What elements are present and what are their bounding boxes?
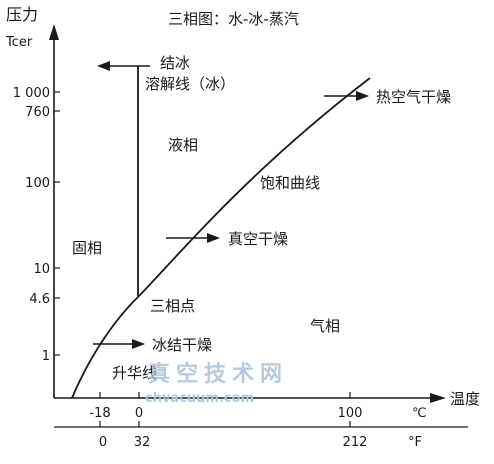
x-axis-label: 温度 (450, 390, 480, 408)
y-tick-label: 760 (25, 105, 50, 120)
x-axis-arrow-icon (430, 393, 446, 403)
sublimation-curve (71, 295, 140, 399)
x-unit-celsius: ℃ (412, 406, 427, 421)
watermark-url: chvacuum.com (145, 391, 254, 406)
triple-point-label: 三相点 (150, 297, 195, 315)
x-tick-label-celsius: -18 (89, 406, 110, 421)
right-arrow-icon (132, 339, 145, 349)
saturation-curve (138, 77, 371, 297)
phase-curves (71, 66, 371, 399)
hot-air-drying-label: 热空气干燥 (376, 88, 451, 106)
x-tick-label-fahrenheit: 0 (99, 435, 107, 450)
watermark-cn: 真空技术网 (148, 361, 288, 387)
right-arrow-icon (356, 91, 369, 101)
gas-label: 气相 (310, 317, 340, 335)
x-tick-label-fahrenheit: 212 (343, 435, 368, 450)
x-tick-label-celsius: 100 (338, 406, 363, 421)
x-tick-label-fahrenheit: 32 (134, 435, 151, 450)
x-tick-marks (99, 392, 351, 427)
y-axis-unit: Tcer (5, 35, 33, 50)
y-tick-label: 10 (33, 262, 50, 277)
melting-line-label-1: 结冰 (160, 54, 190, 72)
x-tick-label-celsius: 0 (135, 406, 143, 421)
sublimation-label: 升华线 (112, 364, 157, 382)
freeze-drying-label: 冰结干燥 (152, 336, 212, 354)
x-unit-fahrenheit: °F (408, 435, 422, 450)
y-axis-arrow-icon (49, 24, 59, 40)
y-tick-marks (54, 91, 60, 356)
liquid-label: 液相 (168, 136, 198, 154)
left-arrow-icon (97, 61, 110, 71)
arrows (93, 61, 369, 349)
diagram-title: 三相图：水-冰-蒸汽 (168, 10, 299, 28)
right-arrow-icon (207, 233, 220, 243)
y-tick-label: 4.6 (29, 292, 50, 307)
solid-label: 固相 (72, 239, 102, 257)
y-axis-label: 压力 (6, 5, 38, 24)
melting-line-label-2: 溶解线（冰） (145, 75, 235, 93)
saturation-curve-label: 饱和曲线 (260, 174, 320, 192)
y-tick-label: 100 (25, 176, 50, 191)
vacuum-drying-label: 真空干燥 (228, 230, 288, 248)
y-tick-label: 1 000 (13, 86, 50, 101)
y-tick-label: 1 (42, 349, 50, 364)
axes (49, 24, 468, 428)
